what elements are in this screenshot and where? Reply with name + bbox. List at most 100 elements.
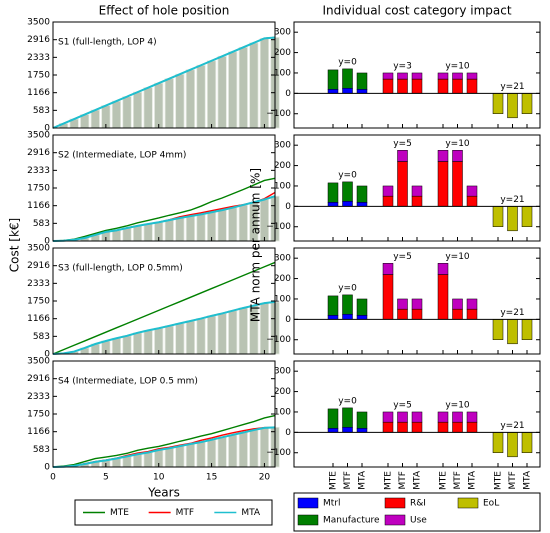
- y-tick-label: 2916: [27, 261, 50, 271]
- bar-segment: [382, 274, 394, 320]
- bar-segment: [437, 421, 449, 433]
- y-tick-label: −100: [266, 222, 291, 232]
- bar-segment: [466, 411, 478, 423]
- bar-segment: [356, 72, 368, 90]
- bar-segment: [342, 181, 353, 202]
- bar-segment: [382, 195, 394, 207]
- bar-segment: [437, 274, 449, 320]
- y-tick-label: 300: [274, 28, 291, 38]
- y-axis-label: MTA norm per annum [%]: [249, 168, 263, 322]
- group-label: y=5: [393, 252, 412, 262]
- bar: [175, 323, 185, 355]
- bar-segment: [437, 411, 449, 423]
- group-label: y=0: [338, 283, 357, 293]
- bar: [206, 315, 217, 355]
- bar-segment: [492, 93, 504, 114]
- bar: [132, 91, 143, 129]
- bar: [143, 452, 153, 468]
- bar: [154, 82, 164, 129]
- legend-label: Manufacture: [323, 516, 380, 526]
- panel-title: Individual cost category impact: [322, 4, 511, 18]
- plot-area: [53, 22, 275, 128]
- bar: [217, 436, 227, 468]
- bar: [185, 443, 196, 468]
- y-tick-label: 583: [33, 106, 50, 116]
- bar-segment: [466, 421, 478, 433]
- x-tick-label: MTA: [358, 470, 368, 490]
- bar-segment: [342, 294, 353, 315]
- y-tick-label: 0: [44, 237, 50, 247]
- bar-segment: [356, 428, 368, 433]
- bar-segment: [507, 206, 518, 232]
- bar: [228, 310, 238, 355]
- y-tick-label: 3500: [27, 244, 50, 254]
- y-tick-label: 3500: [27, 357, 50, 367]
- legend-swatch: [297, 497, 319, 509]
- bar-segment: [397, 298, 408, 310]
- x-tick-label: 10: [153, 473, 165, 483]
- y-tick-label: 200: [274, 48, 291, 58]
- legend-label: R&I: [410, 499, 426, 509]
- group-label: y=21: [500, 195, 524, 205]
- y-tick-label: 300: [274, 367, 291, 377]
- bar-segment: [356, 202, 368, 207]
- bar: [238, 46, 248, 129]
- bar-segment: [382, 78, 394, 94]
- group-label: y=10: [445, 139, 470, 149]
- legend-box: [74, 499, 273, 526]
- bar-segment: [466, 308, 478, 320]
- bar-segment: [397, 72, 408, 80]
- series-line: [52, 300, 276, 355]
- bar: [164, 219, 174, 242]
- bar-segment: [452, 308, 463, 320]
- bar: [185, 215, 196, 242]
- bar: [175, 445, 185, 468]
- bar-segment: [452, 78, 463, 94]
- group-label: y=21: [500, 421, 524, 431]
- bar: [122, 227, 132, 242]
- legend-label: MTF: [176, 508, 194, 518]
- bar-segment: [452, 298, 463, 310]
- bar: [111, 229, 122, 242]
- bar: [217, 313, 227, 355]
- y-tick-label: 3500: [27, 131, 50, 141]
- bar-segment: [521, 432, 533, 453]
- legend-label: MTE: [110, 508, 129, 518]
- group-label: y=21: [500, 82, 524, 92]
- y-tick-label: 300: [274, 254, 291, 264]
- bar: [217, 55, 227, 129]
- bar-segment: [507, 93, 518, 119]
- legend-swatch: [457, 497, 479, 509]
- bar-segment: [342, 407, 353, 428]
- bar-segment: [411, 298, 423, 310]
- bar-segment: [342, 427, 353, 433]
- x-tick-label: MTE: [494, 471, 504, 490]
- group-label: y=0: [338, 57, 357, 67]
- bar: [90, 109, 100, 129]
- bar-segment: [507, 319, 518, 345]
- bar-segment: [397, 421, 408, 433]
- bar: [164, 325, 174, 355]
- y-tick-label: 100: [274, 407, 291, 417]
- bar-segment: [356, 315, 368, 320]
- bar: [132, 332, 143, 355]
- y-tick-label: 1166: [27, 427, 50, 437]
- y-tick-label: 1750: [27, 184, 50, 194]
- bar-segment: [356, 298, 368, 316]
- bar-segment: [521, 319, 533, 340]
- y-tick-label: 1166: [27, 201, 50, 211]
- plot-area: [53, 248, 275, 354]
- bar: [111, 100, 122, 129]
- bar-segment: [452, 411, 463, 423]
- legend-label: Mtrl: [323, 499, 341, 509]
- y-tick-label: 200: [274, 274, 291, 284]
- bar-segment: [327, 428, 339, 433]
- x-tick-label: 0: [50, 473, 56, 483]
- legend-label: EoL: [483, 499, 499, 509]
- group-label: y=0: [338, 396, 357, 406]
- bar-segment: [492, 206, 504, 227]
- group-label: y=10: [445, 61, 470, 71]
- panel-title: Effect of hole position: [99, 4, 230, 18]
- group-label: y=10: [445, 400, 470, 410]
- bar: [143, 223, 153, 242]
